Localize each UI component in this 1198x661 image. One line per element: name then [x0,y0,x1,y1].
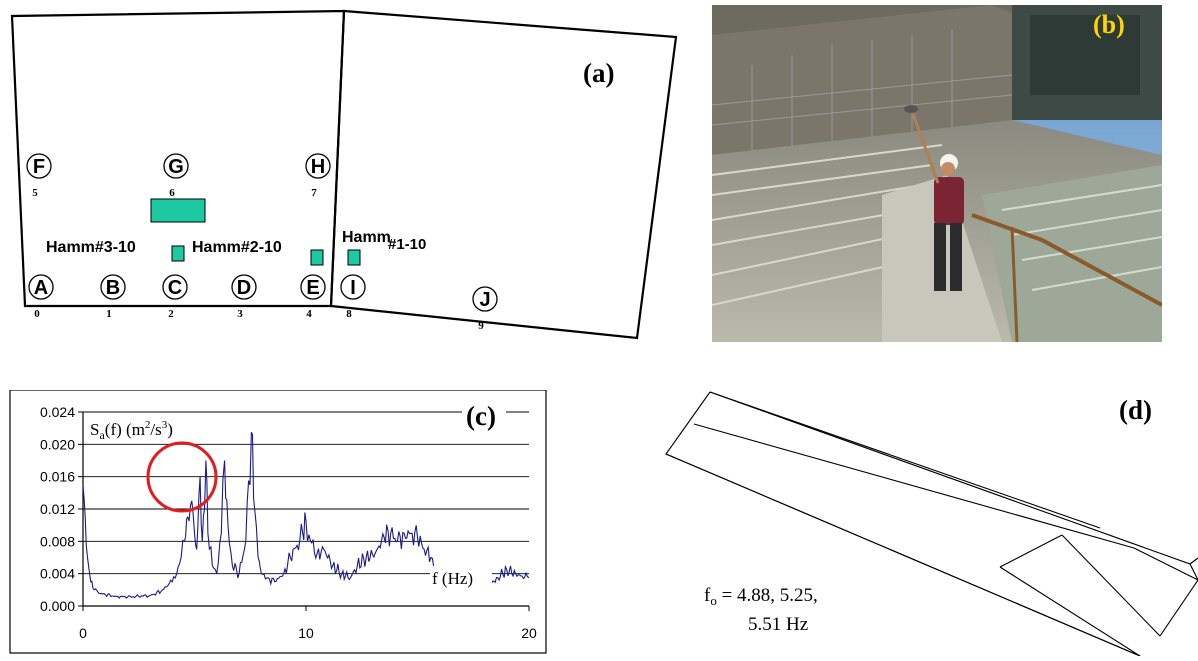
hammer-marker-1 [347,249,361,266]
node-circle [162,274,188,300]
panel-d-label: (d) [1119,395,1152,425]
node-j: J9 [472,286,498,332]
frequency-label-line1: fo = 4.88, 5.25, [704,585,818,608]
node-circle [26,153,52,179]
stadium-photo: (b) [711,5,1163,343]
node-letter: A [34,277,48,299]
node-number: 3 [237,308,243,320]
x-tick-label: 0 [79,625,87,641]
node-g: G6 [163,153,189,199]
node-number: 0 [34,308,40,320]
node-number: 4 [306,308,312,320]
node-number: 2 [168,308,174,320]
node-number: 5 [32,187,38,199]
y-tick-label: 0.024 [40,404,75,420]
panel-c-label: (c) [466,401,496,431]
grid-layer [78,411,529,607]
node-circle [340,274,366,300]
node-letter: E [306,277,319,299]
node-letter: I [350,277,356,299]
node-circle [163,153,189,179]
x-tick-label: 20 [521,625,537,641]
y-tick-label: 0.012 [40,501,75,517]
node-letter: H [311,156,325,178]
node-circle [231,274,257,300]
node-a: A0 [28,274,54,320]
hammer-label-3: Hamm#3-10 [46,239,136,256]
hammer-label-2: Hamm#2-10 [192,239,282,256]
node-circle [100,274,126,300]
right-bay-outline [329,9,678,340]
chart-frame [9,389,547,654]
hammer-label-1-main: Hamm [342,229,391,246]
node-letter: D [237,277,251,299]
panel-c-spectrum: 0.024 0.020 0.016 0.012 0.008 0.004 0.000 0 10 2… [0,389,550,656]
node-circle [305,153,331,179]
node-b: B1 [100,274,126,320]
y-tick-label: 0.016 [40,469,75,485]
hammer-zone-large [150,198,206,223]
spectrum-chart: 0.024 0.020 0.016 0.012 0.008 0.004 0.000 0 10 2… [9,389,547,654]
node-number: 1 [106,308,112,320]
x-axis-label: f (Hz) [432,569,473,588]
hammer-marker-2 [310,249,324,266]
node-number: 6 [169,187,175,199]
y-tick-label: 0.008 [40,533,75,549]
y-tick-label: 0.020 [40,436,75,452]
y-tick-label: 0.000 [40,598,75,614]
node-number: 8 [346,308,352,320]
highlight-circle [146,441,218,513]
panel-b-label: (b) [1093,10,1125,39]
node-letter: B [106,277,120,299]
y-tick-labels: 0.024 0.020 0.016 0.012 0.008 0.004 0.000 [40,404,75,614]
node-i: I8 [340,274,366,320]
node-circle [472,286,498,312]
node-d: D3 [231,274,257,320]
node-letter: G [168,156,184,178]
panel-b-photo: (b) [711,5,1163,343]
node-h: H7 [305,153,331,199]
node-circle [300,274,326,300]
hammer-label-1-sub: #1-10 [388,236,426,253]
plan-diagram: Hamm#3-10 Hamm#2-10 Hamm #1-10 (a) F5G6H… [10,9,678,340]
node-circle [28,274,54,300]
node-f: F5 [26,153,52,199]
y-tick-label: 0.004 [40,566,75,582]
node-c: C2 [162,274,188,320]
mode-shape-diagram: (d) fo = 4.88, 5.25, 5.51 Hz [665,391,1198,657]
hammer-marker-3 [171,245,185,262]
y-axis-label: Sa(f) (m2/s3) [90,419,173,442]
panel-a-label: (a) [583,58,614,88]
node-number: 7 [311,187,317,199]
x-tick-label: 10 [298,625,314,641]
person-with-hammer [904,105,964,291]
node-letter: J [479,289,490,311]
frequency-label-line2: 5.51 Hz [748,614,808,635]
node-e: E4 [300,274,326,320]
node-letter: C [168,277,182,299]
x-tick-labels: 0 10 20 [79,606,537,641]
node-letter: F [33,156,45,178]
panel-d-modeshape: (d) fo = 4.88, 5.25, 5.51 Hz [600,370,1198,657]
node-number: 9 [478,320,484,332]
